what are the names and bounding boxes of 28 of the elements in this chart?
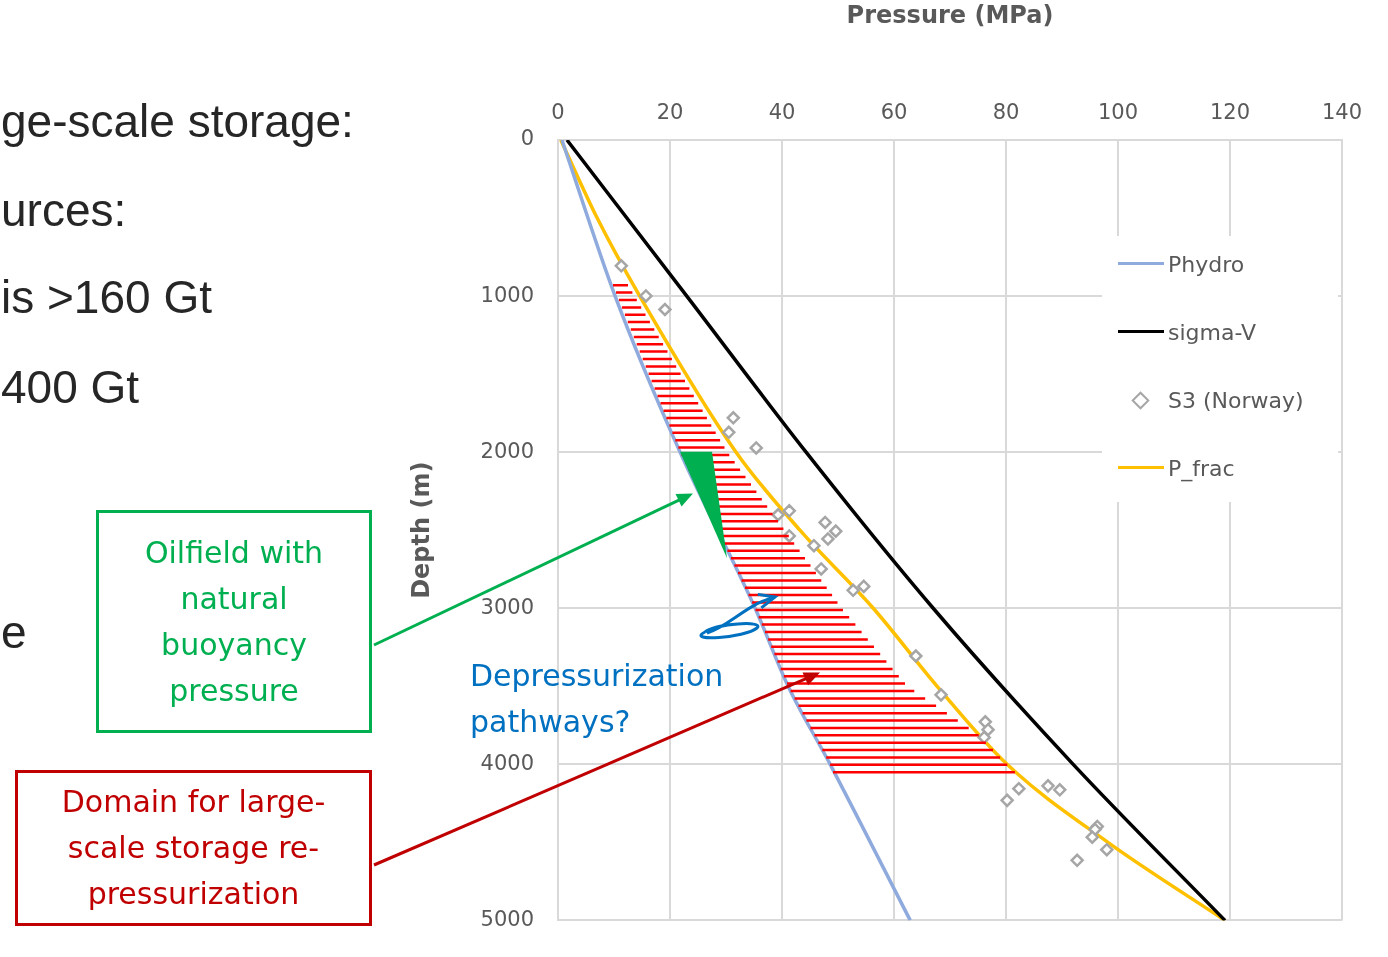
x-tick-label: 40 (768, 99, 796, 124)
x-tick-label: 100 (1097, 99, 1139, 124)
text: 400 Gt (1, 360, 140, 414)
x-tick-label: 80 (992, 99, 1020, 124)
legend-label: S3 (Norway) (1168, 387, 1304, 413)
legend-label: sigma-V (1168, 319, 1257, 345)
y-tick-label: 3000 (480, 594, 534, 619)
text: ge-scale storage: (1, 94, 354, 148)
y-tick-label: 2000 (480, 438, 534, 463)
y-axis-title: Depth (m) (406, 461, 435, 599)
text: Oilfield with natural buoyancy pressure (143, 533, 325, 710)
x-tick-label: 0 (551, 99, 565, 124)
x-tick-label: 120 (1209, 99, 1251, 124)
text: e (1, 605, 27, 659)
y-tick-label: 5000 (480, 906, 534, 931)
text: urces: (1, 183, 127, 237)
x-axis-title: Pressure (MPa) (846, 0, 1054, 29)
legend-label: Phydro (1168, 251, 1245, 277)
text: is >160 Gt (1, 270, 212, 324)
text: Domain for large-scale storage re-pressurization (60, 783, 327, 913)
y-tick-label: 0 (520, 126, 534, 151)
legend-label: P_frac (1168, 455, 1235, 481)
x-tick-label: 60 (880, 99, 908, 124)
x-tick-label: 20 (656, 99, 684, 124)
y-tick-label: 4000 (480, 750, 534, 775)
x-tick-label: 140 (1321, 99, 1363, 124)
y-tick-label: 1000 (480, 282, 534, 307)
annotation: Depressurization pathways? (470, 657, 725, 741)
